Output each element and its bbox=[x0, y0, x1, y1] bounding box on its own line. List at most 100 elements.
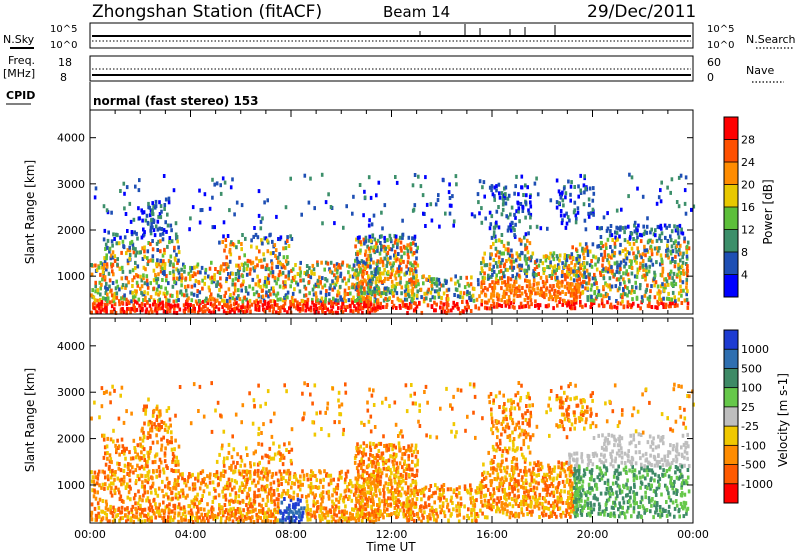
echo-cell bbox=[276, 504, 280, 509]
echo-cell bbox=[93, 195, 97, 200]
echo-cell bbox=[266, 498, 270, 503]
echo-cell bbox=[466, 513, 469, 518]
echo-cell bbox=[197, 472, 200, 477]
echo-cell bbox=[356, 235, 360, 240]
echo-cell bbox=[296, 493, 299, 498]
echo-cell bbox=[189, 274, 192, 279]
echo-cell bbox=[126, 506, 129, 511]
echo-cell bbox=[588, 186, 592, 191]
echo-cell bbox=[392, 261, 395, 266]
echo-cell bbox=[276, 291, 280, 296]
echo-cell bbox=[229, 252, 233, 257]
echo-cell bbox=[339, 493, 343, 498]
echo-cell bbox=[534, 260, 537, 264]
echo-cell bbox=[248, 497, 252, 502]
echo-cell bbox=[263, 300, 267, 304]
echo-cell bbox=[142, 232, 146, 237]
echo-cell bbox=[625, 271, 628, 276]
echo-cell bbox=[103, 308, 107, 313]
echo-cell bbox=[584, 186, 587, 191]
echo-cell bbox=[656, 224, 660, 229]
echo-cell bbox=[409, 446, 412, 451]
echo-cell bbox=[111, 250, 115, 255]
echo-cell bbox=[277, 450, 281, 455]
echo-cell bbox=[257, 480, 260, 485]
echo-cell bbox=[223, 302, 226, 307]
echo-cell bbox=[100, 300, 104, 304]
echo-cell bbox=[300, 494, 304, 499]
echo-cell bbox=[157, 284, 160, 289]
echo-cell bbox=[246, 491, 249, 496]
echo-cell bbox=[437, 496, 441, 501]
echo-cell bbox=[500, 276, 504, 280]
echo-cell bbox=[164, 220, 167, 225]
echo-cell bbox=[132, 250, 136, 255]
echo-cell bbox=[384, 246, 388, 251]
echo-cell bbox=[380, 271, 384, 276]
echo-cell bbox=[356, 252, 359, 257]
echo-cell bbox=[159, 460, 163, 465]
echo-cell bbox=[438, 492, 442, 497]
echo-cell bbox=[551, 269, 554, 274]
echo-cell bbox=[395, 461, 398, 466]
echo-cell bbox=[233, 284, 237, 289]
echo-cell bbox=[251, 515, 254, 520]
echo-cell bbox=[414, 463, 417, 468]
echo-cell bbox=[347, 482, 351, 487]
echo-cell bbox=[245, 503, 248, 507]
echo-cell bbox=[557, 290, 560, 294]
echo-cell bbox=[304, 303, 308, 308]
echo-cell bbox=[134, 481, 138, 486]
echo-cell bbox=[645, 269, 648, 274]
echo-cell bbox=[94, 263, 97, 268]
echo-cell bbox=[286, 295, 289, 300]
echo-cell bbox=[255, 512, 258, 517]
echo-cell bbox=[271, 310, 275, 315]
echo-cell bbox=[349, 291, 352, 296]
echo-cell bbox=[196, 293, 199, 298]
echo-cell bbox=[312, 267, 316, 272]
echo-cell bbox=[249, 519, 253, 524]
echo-cell bbox=[399, 240, 403, 245]
echo-cell bbox=[406, 305, 410, 310]
echo-cell bbox=[416, 492, 420, 496]
echo-cell bbox=[480, 486, 483, 491]
echo-cell bbox=[501, 258, 504, 263]
echo-cell bbox=[495, 220, 498, 225]
echo-cell bbox=[414, 501, 418, 506]
echo-cell bbox=[489, 222, 493, 227]
echo-cell bbox=[191, 205, 195, 210]
echo-cell bbox=[586, 286, 589, 291]
echo-cell bbox=[335, 513, 339, 518]
echo-cell bbox=[610, 255, 613, 260]
echo-cell bbox=[611, 253, 614, 258]
echo-cell bbox=[358, 289, 361, 294]
echo-cell bbox=[475, 297, 479, 302]
echo-cell bbox=[163, 459, 167, 464]
echo-cell bbox=[179, 472, 182, 477]
echo-cell bbox=[252, 509, 255, 513]
echo-cell bbox=[446, 487, 450, 492]
echo-cell bbox=[613, 253, 616, 258]
echo-cell bbox=[506, 299, 509, 304]
echo-cell bbox=[631, 285, 634, 289]
echo-cell bbox=[449, 277, 453, 282]
echo-cell bbox=[287, 273, 290, 278]
echo-cell bbox=[173, 511, 177, 516]
echo-cell bbox=[354, 518, 358, 523]
echo-cell bbox=[549, 260, 552, 265]
echo-cell bbox=[672, 241, 676, 245]
echo-cell bbox=[500, 298, 503, 303]
echo-cell bbox=[465, 292, 469, 297]
echo-cell bbox=[273, 499, 276, 504]
echo-cell bbox=[101, 270, 105, 275]
echo-cell bbox=[130, 230, 134, 234]
echo-cell bbox=[379, 241, 382, 245]
echo-cell bbox=[231, 278, 235, 283]
echo-cell bbox=[253, 300, 256, 305]
echo-cell bbox=[253, 462, 256, 467]
echo-cell bbox=[187, 296, 190, 301]
echo-cell bbox=[510, 205, 514, 210]
echo-cell bbox=[504, 267, 508, 272]
echo-cell bbox=[604, 291, 608, 296]
